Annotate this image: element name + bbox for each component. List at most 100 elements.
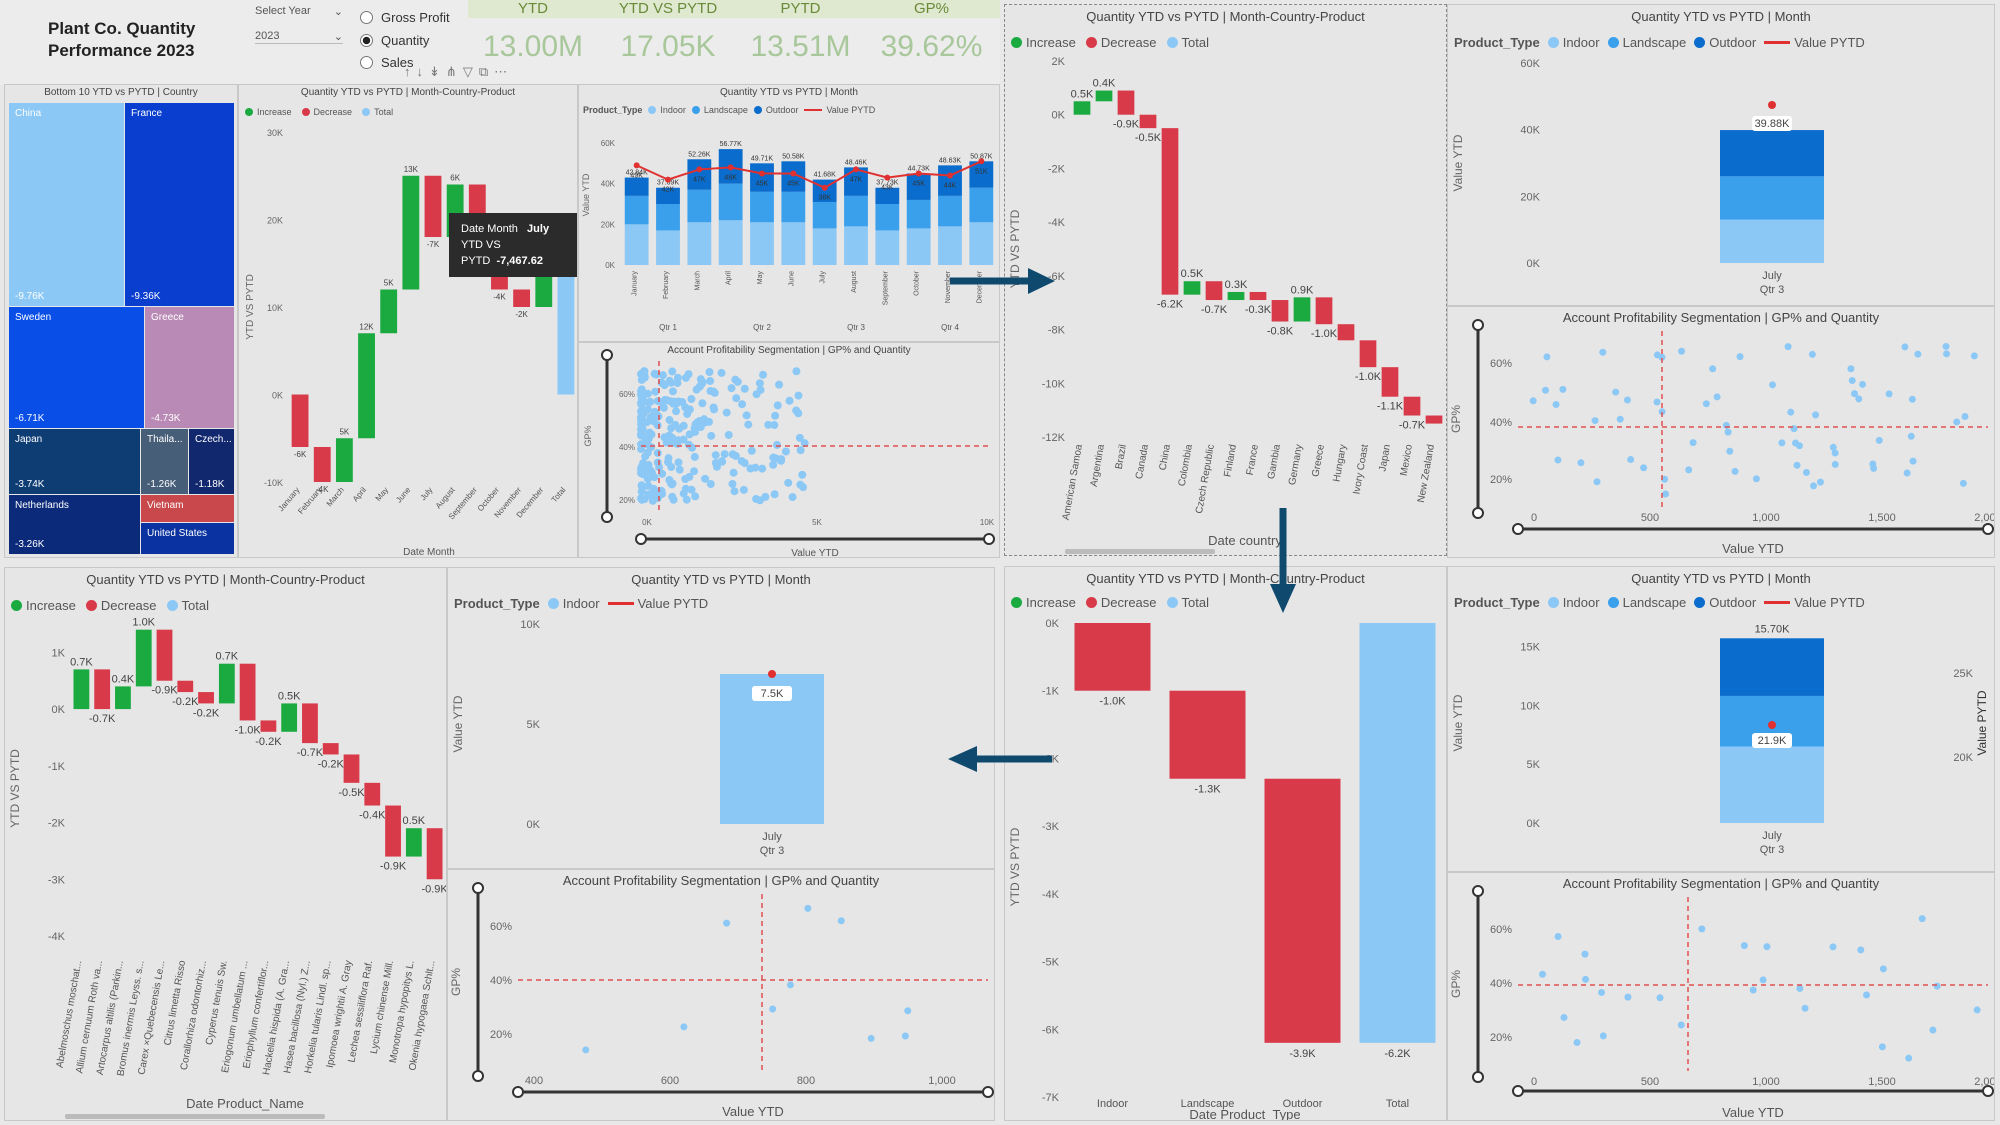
arrow-up-icon[interactable]: ↑	[404, 64, 411, 79]
year-slicer[interactable]: Select Year ⌄ 2023 ⌄	[255, 5, 343, 44]
scatter-point	[1577, 459, 1585, 467]
stacked-bar-segment	[624, 224, 649, 265]
scatter-point	[1653, 398, 1661, 406]
x-tick-label: 2,000	[1974, 512, 1995, 524]
waterfall-bar	[1205, 281, 1223, 301]
waterfall-bar	[1117, 90, 1135, 115]
y-tick-label: 20K	[1520, 191, 1540, 203]
chevron-down-icon[interactable]: ⌄	[333, 31, 343, 43]
scatter-point	[1831, 460, 1839, 468]
radio-icon[interactable]	[360, 11, 373, 24]
waterfall-bar	[281, 703, 298, 732]
treemap-cell[interactable]: Netherlands -3.26K	[9, 495, 140, 554]
y-axis-title: YTD VS PYTD	[8, 749, 22, 828]
treemap-cell[interactable]: Czech... -1.18K	[189, 429, 234, 494]
value-pytd-marker	[696, 166, 703, 173]
data-label: 5K	[339, 427, 349, 436]
scatter-point	[1542, 386, 1550, 394]
x-tick-label: February	[296, 486, 323, 516]
scatter-point	[648, 496, 657, 505]
scatter-point	[668, 479, 677, 488]
scatter-point	[688, 443, 697, 452]
scatter-point	[706, 376, 715, 385]
waterfall-bar	[343, 754, 360, 783]
x-tick-label: American Samoa	[1061, 443, 1085, 521]
scatter-point	[1713, 393, 1721, 401]
chart-tooltip: Date Month July YTD VS PYTD -7,467.62	[449, 213, 577, 277]
treemap-cell[interactable]: Greece -4.73K	[145, 307, 234, 428]
treemap-cell[interactable]: Japan -3.74K	[9, 429, 140, 494]
scatter-point	[1552, 401, 1560, 409]
scatter-bl-chart: 60% 40% 20% 400 600 800 1,000 Value YTD GP%	[449, 882, 994, 1119]
scatter-point	[1678, 347, 1686, 355]
value-pytd-marker	[727, 164, 734, 171]
scatter-point	[1908, 395, 1916, 403]
radio-sales[interactable]: Sales	[360, 55, 414, 70]
scatter-point	[792, 367, 801, 376]
total-legend-dot	[362, 108, 371, 116]
scatter-point	[644, 490, 653, 499]
double-arrow-down-icon[interactable]: ↡	[429, 64, 440, 79]
data-label-box	[1752, 733, 1792, 748]
value-pytd-marker	[884, 174, 891, 181]
treemap-cell[interactable]: France -9.36K	[125, 103, 234, 306]
scatter-point	[675, 465, 684, 474]
treemap-cell[interactable]: China -9.76K	[9, 103, 124, 306]
treemap-cell[interactable]: Sweden -6.71K	[9, 307, 144, 428]
y-tick-label: 60%	[1490, 358, 1512, 370]
scatter-point	[687, 485, 696, 494]
x-tick-label: June	[394, 485, 412, 504]
scatter-point	[1812, 411, 1820, 419]
scatter-point	[730, 487, 739, 496]
horizontal-scrollbar	[1065, 549, 1215, 554]
data-label: 15.70K	[1755, 623, 1791, 635]
filter-icon[interactable]: ▽	[462, 64, 473, 79]
scatter-point	[739, 485, 748, 494]
data-label: -6.2K	[1384, 1048, 1411, 1060]
scatter-point	[658, 469, 667, 478]
y-tick-label: 5K	[1527, 759, 1541, 771]
more-options-icon[interactable]: ⋯	[494, 64, 508, 79]
treemap-cell-label: Czech...	[195, 434, 232, 445]
chevron-down-icon[interactable]: ⌄	[333, 6, 343, 18]
x-tick-label: 5K	[812, 518, 822, 527]
slider-handle	[1512, 523, 1524, 535]
stacked-bar-segment	[969, 222, 994, 265]
treemap-cell[interactable]: Thaila... -1.26K	[141, 429, 188, 494]
arrow-down-icon[interactable]: ↓	[416, 64, 424, 79]
scatter-point	[792, 406, 801, 415]
y-axis-title: GP%	[583, 425, 593, 446]
x-tick-label: September	[882, 270, 889, 305]
y-tick-label: 30K	[267, 128, 283, 138]
kpi-label-pytd: PYTD	[780, 0, 821, 17]
radio-icon[interactable]	[360, 56, 373, 69]
data-label: 5K	[384, 279, 394, 288]
scatter-point	[737, 457, 746, 466]
radio-gross-profit[interactable]: Gross Profit	[360, 10, 450, 25]
scatter-point	[1901, 343, 1909, 351]
data-label: 50.87K	[970, 153, 993, 160]
x-axis-title: Date country	[1208, 533, 1282, 548]
treemap-cell[interactable]: United States	[141, 523, 234, 554]
stacked-bar-segment	[1720, 176, 1824, 220]
scatter-point	[1624, 993, 1632, 1001]
scatter-point	[1796, 984, 1804, 992]
radio-quantity[interactable]: Quantity	[360, 33, 429, 48]
y-tick-label: -3K	[1042, 821, 1060, 833]
scatter-point	[1801, 1004, 1809, 1012]
waterfall-bar	[94, 669, 111, 710]
scatter-point	[669, 399, 678, 408]
scatter-point	[637, 494, 646, 503]
waterfall-bar	[513, 289, 531, 307]
waterfall-bar	[1227, 291, 1245, 301]
radio-icon[interactable]	[360, 34, 373, 47]
treemap-cell[interactable]: Vietnam	[141, 495, 234, 522]
treemap-cell-label: France	[131, 108, 163, 119]
data-label: 0.5K	[1181, 268, 1204, 280]
y-tick-label: 5K	[527, 719, 541, 731]
focus-mode-icon[interactable]: ⧉	[478, 64, 489, 79]
scatter-point	[653, 458, 662, 467]
scatter-point	[1903, 469, 1911, 477]
expand-hierarchy-icon[interactable]: ⋔	[445, 64, 457, 79]
scatter-point	[658, 399, 667, 408]
